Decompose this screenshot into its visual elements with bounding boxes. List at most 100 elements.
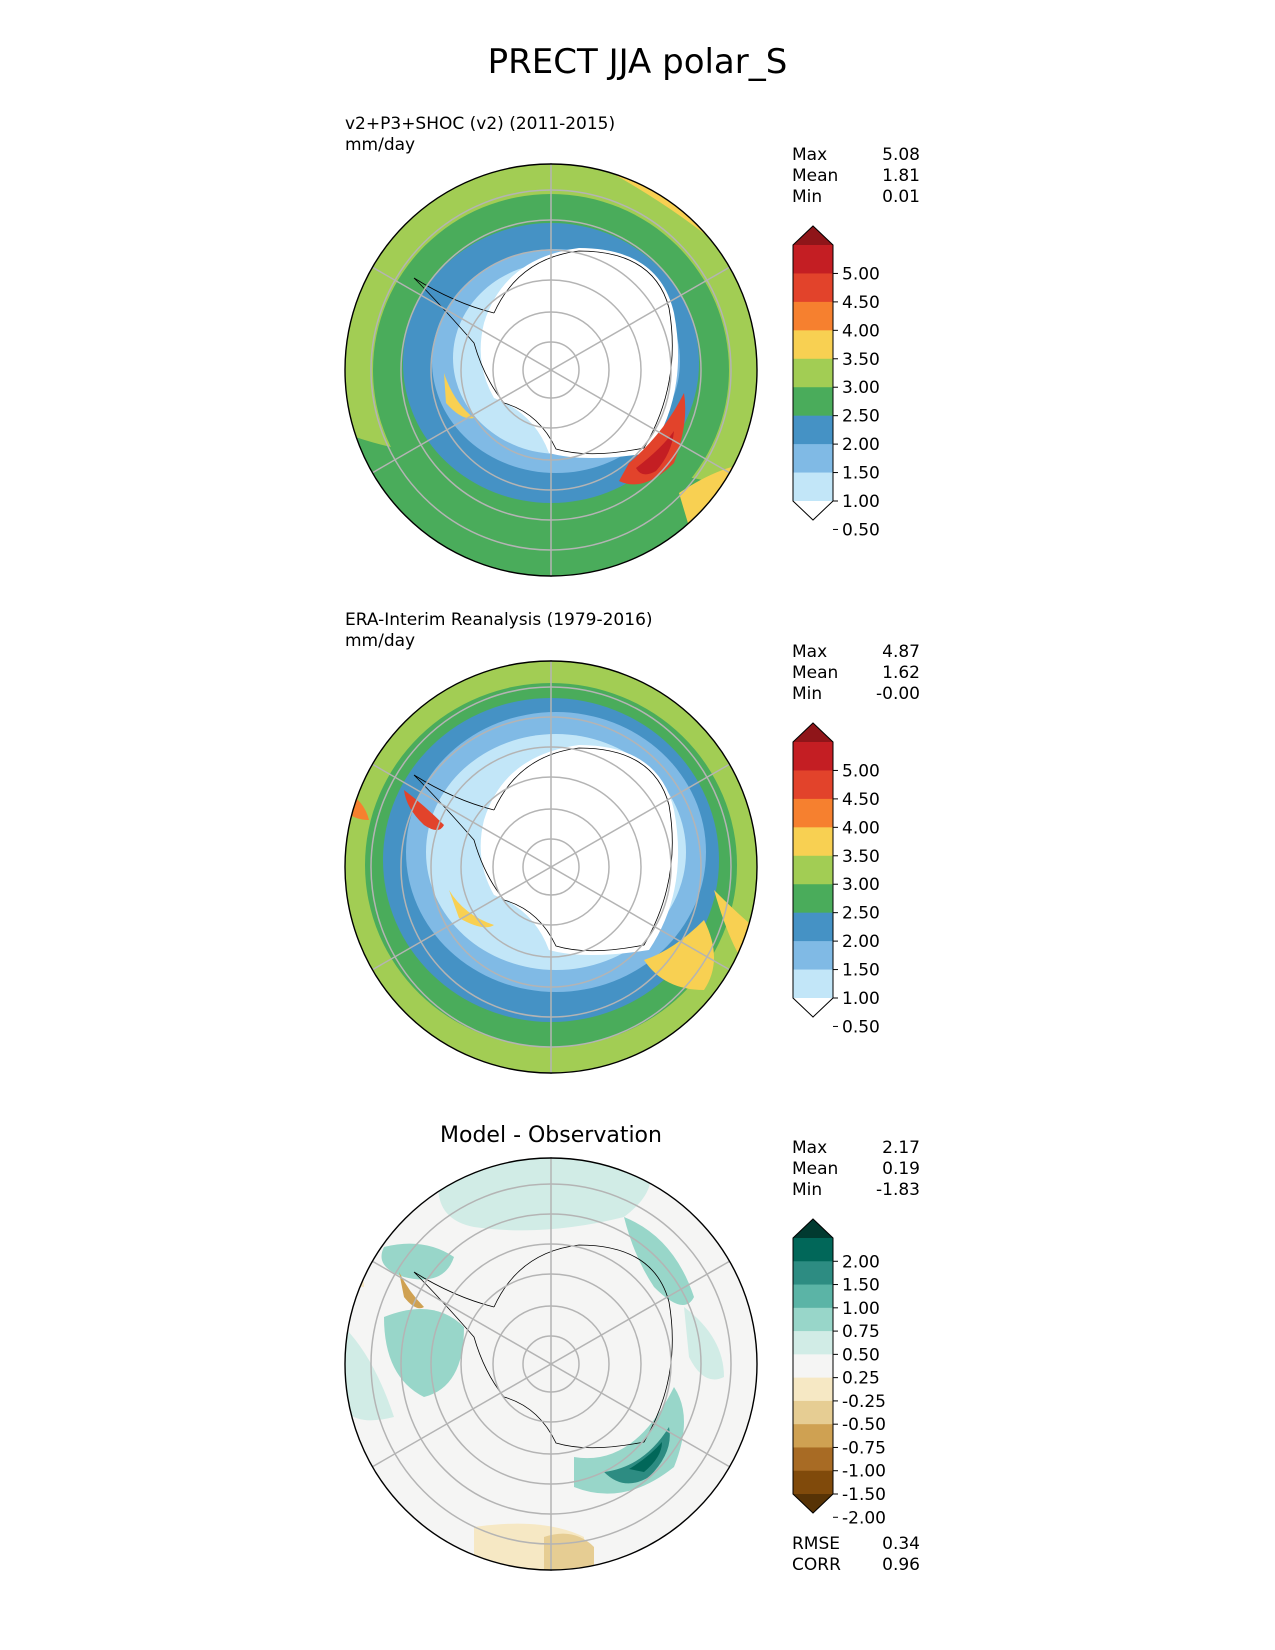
colorbar-tick-label: 4.00 [842,818,880,838]
stat-max-label: Max [792,145,828,165]
colorbar-segment [793,1284,833,1309]
colorbar-tick-label: -0.25 [842,1392,886,1412]
stat-mean-label: Mean [792,663,839,683]
colorbar-segment [793,1400,833,1425]
panel-difference-metrics: RMSE 0.34 CORR 0.96 [792,1534,920,1576]
colorbar-segment [793,827,833,857]
field-east-positive [684,1307,724,1380]
colorbar-tick-label: 1.00 [842,1299,880,1319]
colorbar-segment [793,273,833,303]
colorbar-tick-label: 4.50 [842,293,880,313]
colorbar-segment [793,415,833,445]
colorbar-tick-label: 2.00 [842,932,880,952]
colorbar-segment [793,884,833,914]
colorbar-segment [793,1424,833,1448]
panel-difference-stats: Max 2.17 Mean 0.19 Min -1.83 [792,1138,920,1201]
map-border [344,163,758,577]
figure-title: PRECT JJA polar_S [487,42,788,82]
colorbar-extend-max [793,1219,833,1238]
colorbar-tick-label: 1.50 [842,1276,880,1296]
field-peninsula-high [444,373,474,419]
colorbar-segment [793,855,833,885]
colorbar-difference: 2.00 1.50 1.00 0.75 0.50 0.25 -0.25 -0.50 -0.75 -… [792,1218,886,1528]
stat-max-value: 2.17 [882,1138,920,1158]
field-peninsula-max [404,790,444,830]
colorbar-extend-max [793,226,833,245]
coastline [413,1244,673,1449]
colorbar-test: 5.00 4.50 4.00 3.50 3.00 2.50 2.00 1.50 1.00 0.50 [792,225,880,540]
colorbar-segment [793,472,833,502]
panel-reference-units: mm/day [345,631,416,651]
colorbar-tick-label: 0.50 [842,520,880,540]
colorbar-tick-label: 5.00 [842,761,880,781]
panel-reference-title-line1: ERA-Interim Reanalysis (1979-2016) [345,610,653,630]
colorbar-tick-label: 2.00 [842,435,880,455]
stat-max-label: Max [792,642,828,662]
panel-difference-title: Model - Observation [440,1123,662,1148]
colorbar-tick-label: -1.50 [842,1485,886,1505]
field-peninsula-negative [399,1272,424,1309]
field-west-edge-negative [345,1257,364,1287]
stat-mean-label: Mean [792,166,839,186]
stat-min-label: Min [792,684,823,704]
colorbar-segment [793,912,833,942]
field-south-negative-strong [544,1533,594,1570]
metric-corr-label: CORR [792,1555,841,1575]
colorbar-tick-label: 2.50 [842,904,880,924]
colorbar-tick-label: 3.00 [842,378,880,398]
colorbar-segment [793,969,833,999]
colorbar-segment [793,770,833,800]
stat-mean-value: 1.62 [882,663,920,683]
colorbar-segment [793,1261,833,1286]
field-nw-positive [381,1243,454,1280]
colorbar-segment [793,444,833,474]
colorbar-segment [793,941,833,971]
colorbar-segment [793,742,833,771]
colorbar-tick-label: 1.00 [842,989,880,1009]
colorbar-segment [793,330,833,360]
colorbar-tick-label: 0.25 [842,1369,880,1389]
coastline [413,747,673,952]
panel-reference-stats: Max 4.87 Mean 1.62 Min -0.00 [792,642,920,705]
graticule [370,660,732,1074]
panel-reference-title: ERA-Interim Reanalysis (1979-2016) mm/da… [345,610,653,652]
map-test [344,163,758,577]
colorbar-segment [793,1307,833,1332]
colorbar-tick-label: 0.75 [842,1322,880,1342]
coastline [413,250,673,455]
stat-mean-label: Mean [792,1159,839,1179]
colorbar-segment [793,387,833,417]
stat-max-value: 4.87 [882,642,920,662]
map-difference [344,1157,758,1571]
colorbar-segment [793,245,833,274]
stat-min-value: 0.01 [882,187,920,207]
stat-min-label: Min [792,187,823,207]
metric-corr-value: 0.96 [882,1555,920,1575]
stat-max-value: 5.08 [882,145,920,165]
field-amundsen-max [619,393,686,485]
colorbar-segment [793,1238,833,1262]
stat-mean-value: 0.19 [882,1159,920,1179]
colorbar-segment [793,798,833,828]
colorbar-tick-label: -0.50 [842,1415,886,1435]
colorbar-tick-label: 4.50 [842,790,880,810]
metric-rmse-label: RMSE [792,1534,841,1554]
colorbar-tick-label: 2.50 [842,407,880,427]
colorbar-tick-label: 1.50 [842,464,880,484]
colorbar-tick-label: 1.00 [842,492,880,512]
colorbar-tick-label: 3.50 [842,350,880,370]
map-border [344,1157,758,1571]
field-peninsula-south [449,890,494,928]
field-west-edge-positive [345,1327,394,1421]
colorbar-tick-label: -0.75 [842,1438,886,1458]
panel-test-title-line1: v2+P3+SHOC (v2) (2011-2015) [345,114,616,134]
map-border [344,660,758,1074]
graticule [370,163,732,577]
colorbar-tick-label: -1.00 [842,1462,886,1482]
stat-min-value: -0.00 [876,684,920,704]
colorbar-tick-label: 0.50 [842,1017,880,1037]
stat-max-label: Max [792,1138,828,1158]
graticule [370,1157,732,1571]
map-reference [344,660,758,1074]
field-amundsen-strong [604,1427,670,1484]
